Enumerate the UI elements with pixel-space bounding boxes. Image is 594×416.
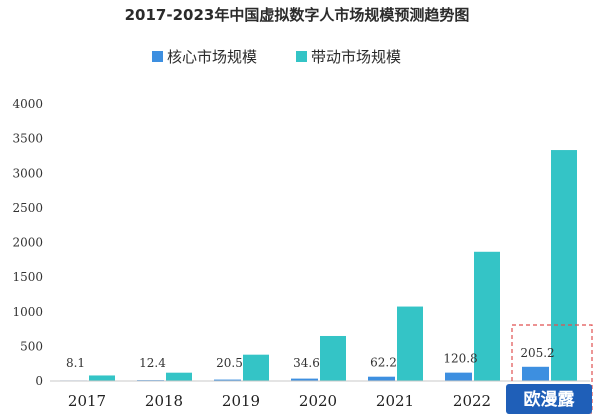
y-tick-label: 3500 (12, 132, 43, 146)
y-tick-label: 4000 (12, 97, 43, 111)
legend-swatch-driven (296, 51, 307, 62)
watermark-text: 欧漫露 (524, 389, 576, 410)
data-label-core-2018: 12.4 (139, 356, 166, 370)
y-tick-label: 500 (20, 339, 43, 353)
data-label-core-2019: 20.5 (216, 356, 243, 370)
data-label-core-2022: 120.8 (443, 352, 477, 366)
y-tick-label: 0 (35, 374, 43, 388)
bar-core-2020 (291, 378, 318, 381)
bar-core-2021 (368, 376, 395, 381)
x-tick-label: 2017 (68, 392, 106, 410)
x-tick-label: 2018 (145, 392, 183, 410)
y-axis: 0 500 1000 1500 2000 2500 3000 3500 4000 (12, 97, 43, 388)
data-label-core-2023: 205.2 (520, 346, 554, 360)
legend-swatch-core (152, 51, 163, 62)
x-tick-label: 2021 (376, 392, 414, 410)
y-tick-label: 1000 (12, 305, 43, 319)
data-labels: 8.1 12.4 20.5 34.6 62.2 120.8 205.2 (66, 346, 555, 370)
bar-driven-2022 (474, 251, 500, 381)
watermark-badge (506, 384, 592, 414)
bar-driven-2023 (551, 150, 577, 381)
bar-core-2022 (445, 372, 472, 381)
bar-driven-2018 (166, 372, 192, 381)
bar-driven-2020 (320, 335, 346, 381)
y-tick-label: 2000 (12, 236, 43, 250)
data-label-core-2021: 62.2 (370, 356, 397, 370)
watermark: 欧漫露 (506, 384, 592, 414)
x-tick-label: 2019 (222, 392, 260, 410)
data-label-core-2017: 8.1 (66, 356, 85, 370)
bar-core-2019 (214, 379, 241, 381)
bar-core-2023 (522, 366, 549, 381)
bars (60, 150, 577, 381)
y-tick-label: 2500 (12, 201, 43, 215)
legend-label-core: 核心市场规模 (167, 48, 257, 66)
data-label-core-2020: 34.6 (293, 356, 320, 370)
x-tick-label: 2020 (299, 392, 337, 410)
legend-label-driven: 带动市场规模 (311, 48, 401, 66)
chart-title: 2017-2023年中国虚拟数字人市场规模预测趋势图 (125, 6, 470, 24)
x-tick-label: 2022 (453, 392, 491, 410)
y-tick-label: 1500 (12, 270, 43, 284)
x-axis: 2017 2018 2019 2020 2021 2022 (50, 380, 590, 410)
bar-driven-2017 (89, 375, 115, 381)
legend: 核心市场规模 带动市场规模 (152, 48, 401, 66)
bar-driven-2021 (397, 306, 423, 381)
bar-driven-2019 (243, 354, 269, 381)
y-tick-label: 3000 (12, 166, 43, 180)
